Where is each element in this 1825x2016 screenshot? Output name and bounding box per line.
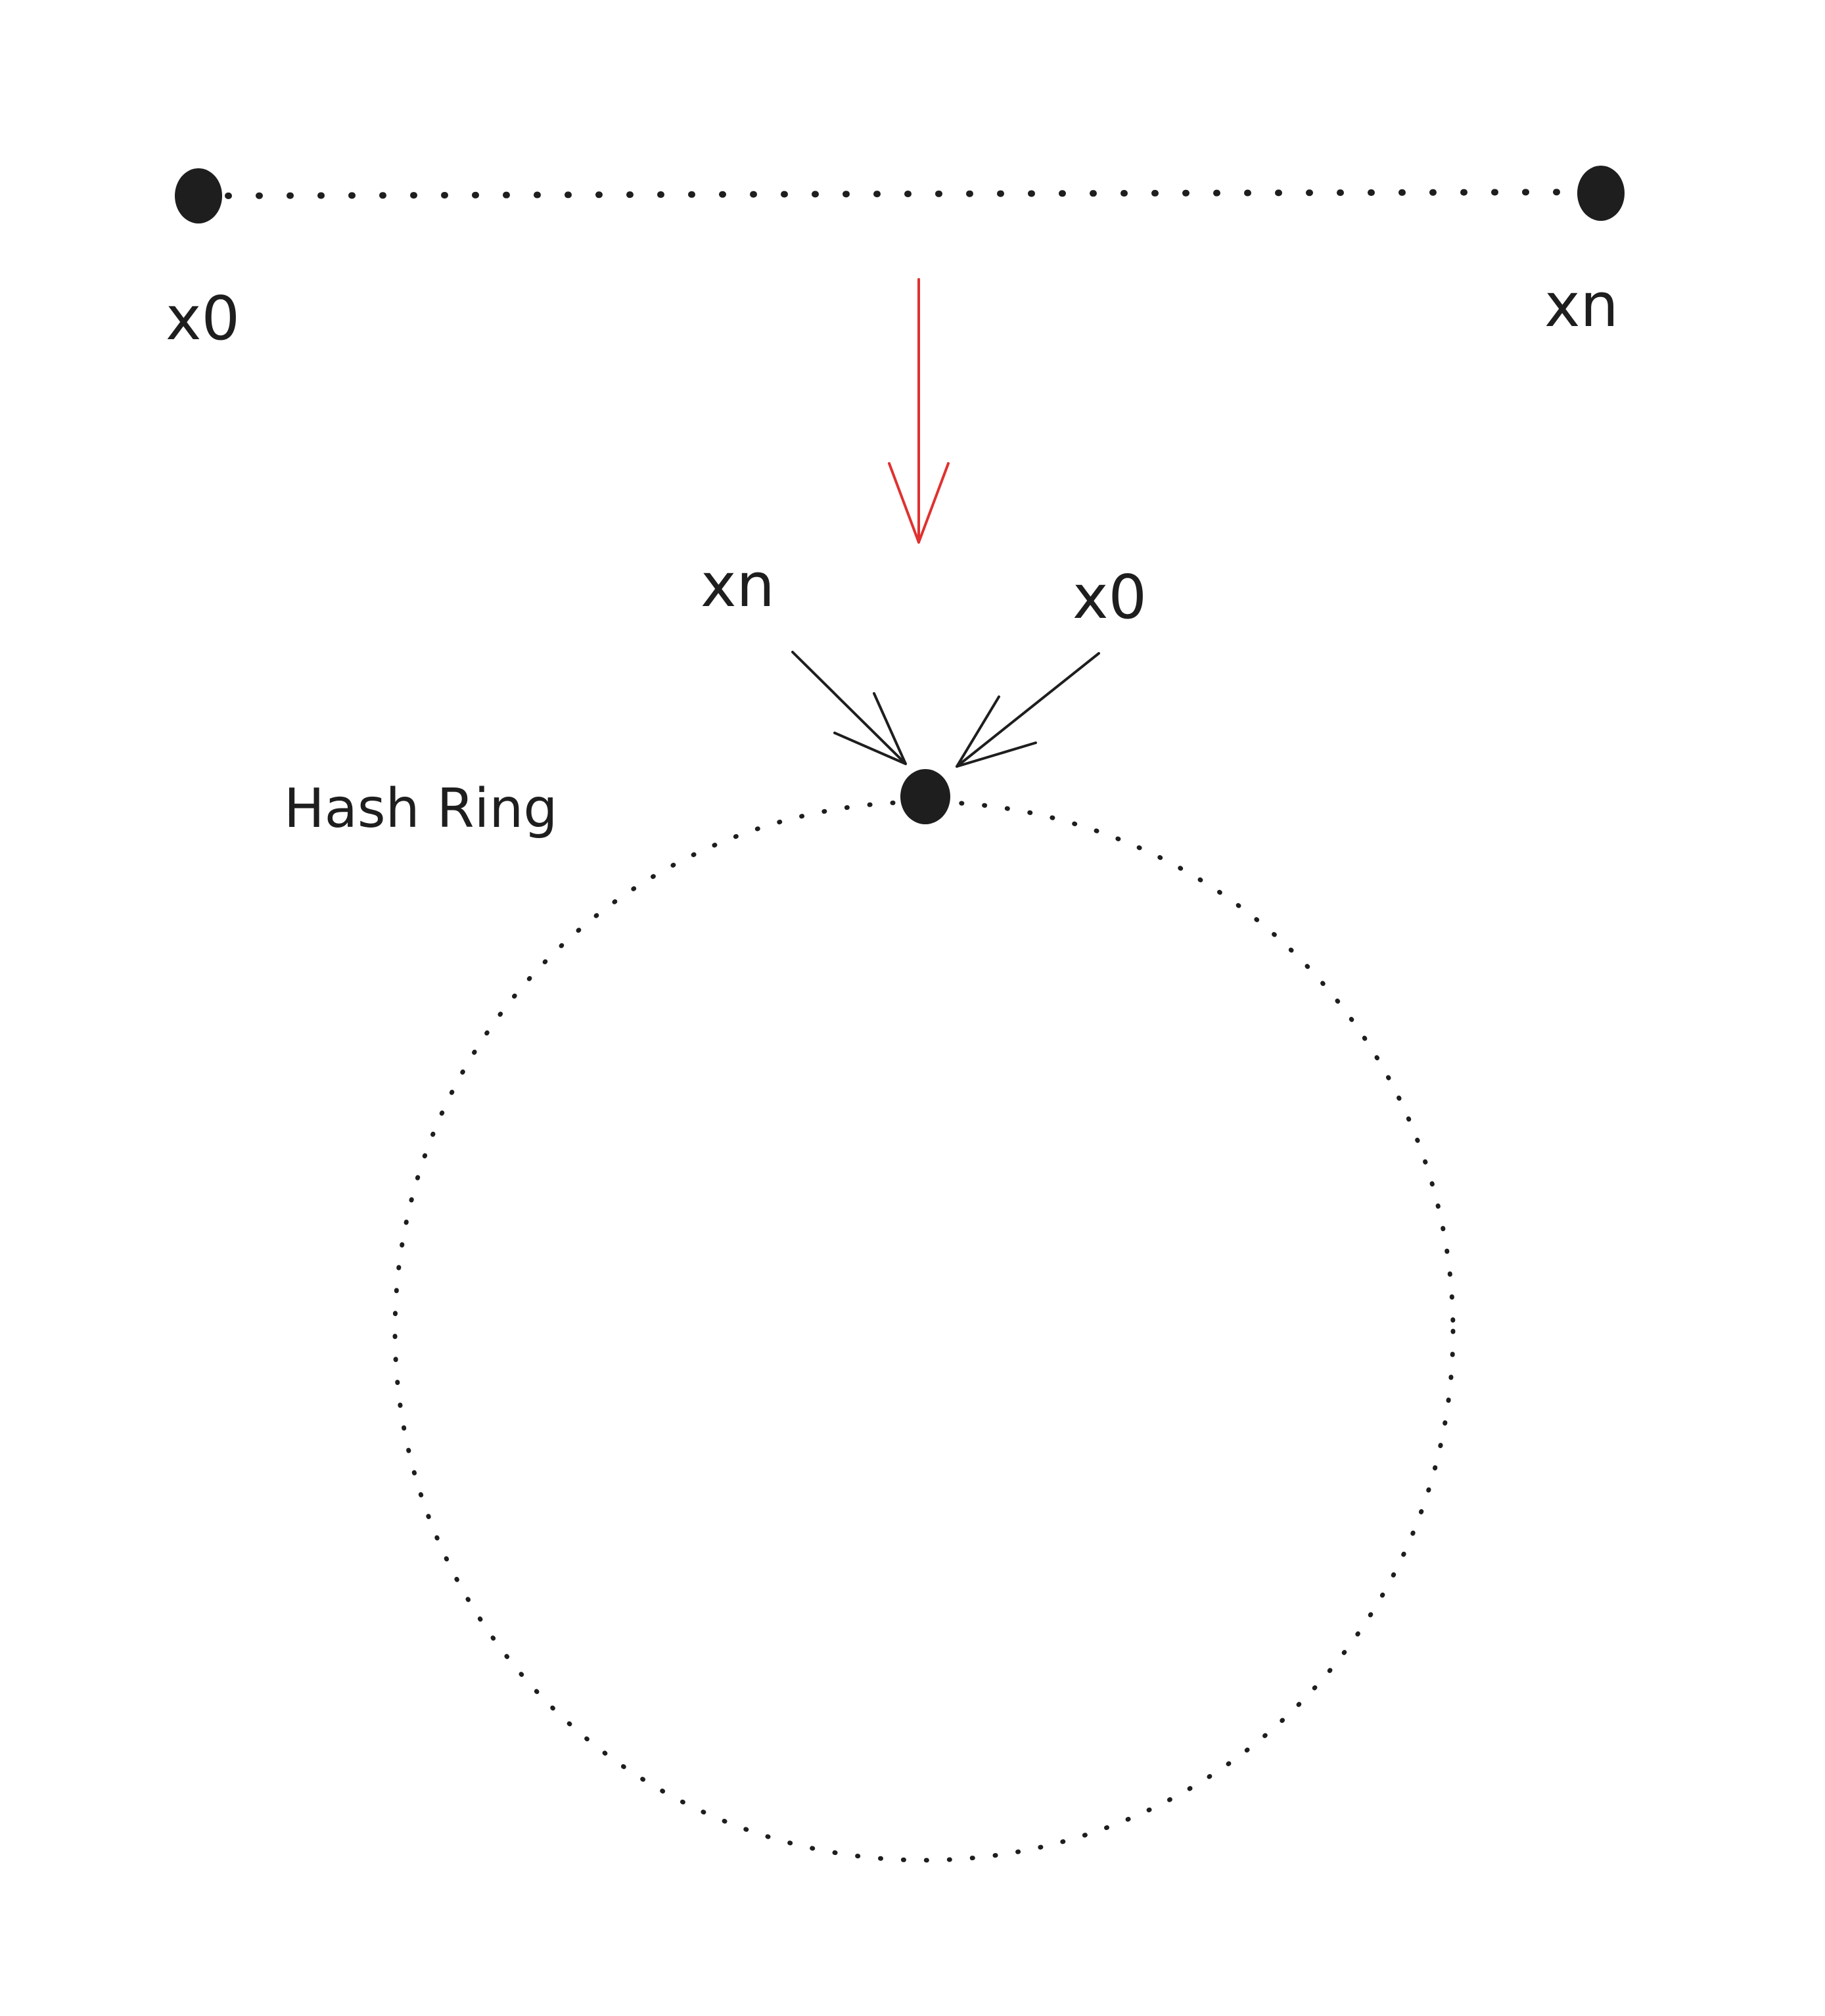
arrow-from-x0 xyxy=(956,652,1100,768)
start-point xyxy=(175,168,222,223)
ring-title: Hash Ring xyxy=(284,778,557,840)
transform-arrow xyxy=(888,278,950,544)
arrow-from-xn-shaft xyxy=(791,651,907,765)
arrow-from-x0-shaft xyxy=(956,652,1100,768)
hash-ring: Hash Ring xyxy=(284,778,1456,1863)
start-label: x0 xyxy=(166,283,240,354)
hash-space-line: x0 xn xyxy=(166,166,1625,354)
ring-left-label: xn xyxy=(701,550,775,621)
dotted-line xyxy=(194,189,1607,199)
arrow-from-xn-head xyxy=(833,692,907,765)
arrow-from-xn xyxy=(791,651,907,765)
ring-junction: xn x0 xyxy=(701,550,1147,824)
ring-right-label: x0 xyxy=(1073,562,1147,632)
ring-circle xyxy=(392,799,1456,1863)
arrow-head xyxy=(888,462,950,544)
end-label: xn xyxy=(1544,270,1619,340)
end-point xyxy=(1577,166,1625,221)
junction-point xyxy=(900,769,950,824)
arrow-from-x0-head xyxy=(956,695,1037,768)
